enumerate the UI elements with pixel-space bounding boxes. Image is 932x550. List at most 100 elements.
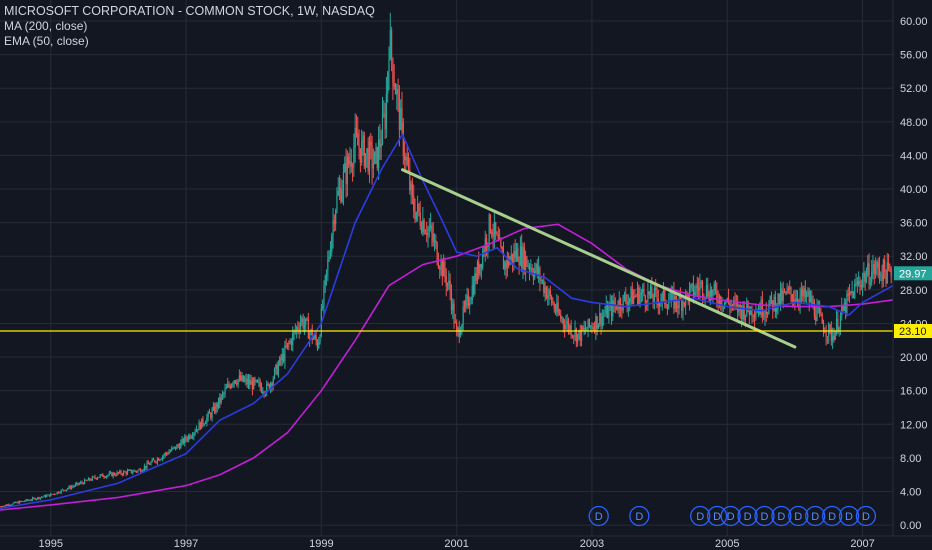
candle-body (420, 225, 423, 233)
symbol-title[interactable]: MICROSOFT CORPORATION - COMMON STOCK, 1W… (4, 4, 375, 18)
candle-body (488, 214, 490, 244)
candle-body (750, 306, 752, 316)
candle-body (55, 493, 57, 495)
candle-body (837, 318, 839, 333)
candle-body (206, 417, 208, 424)
candle-body (720, 296, 722, 306)
candle-body (89, 478, 91, 481)
candle-body (99, 474, 101, 477)
candle-body (355, 127, 358, 134)
candle-body (251, 381, 253, 390)
candle-body (674, 296, 676, 309)
candle-body (18, 501, 21, 504)
candle-body (323, 285, 325, 307)
candle-body (439, 267, 441, 270)
candle-body (38, 497, 40, 499)
candle-body (80, 482, 82, 484)
candle-body (806, 294, 808, 298)
candle-body (324, 275, 326, 286)
candle-body (289, 340, 291, 344)
candle-body (126, 470, 129, 474)
candle-body (169, 450, 172, 452)
candle-body (841, 305, 843, 316)
candle-body (17, 501, 19, 504)
candle-body (371, 145, 373, 169)
candle-body (46, 495, 48, 497)
candle-body (284, 345, 286, 362)
candle-body (234, 380, 237, 383)
candle-body (47, 494, 49, 496)
candle-body (655, 288, 657, 290)
ema-indicator-label[interactable]: EMA (50, close) (4, 34, 89, 48)
candle-body (181, 438, 183, 443)
candle-body (761, 299, 763, 317)
candle-body (81, 482, 83, 484)
candle-body (354, 127, 356, 148)
candle-body (444, 261, 446, 276)
candle-body (367, 148, 369, 172)
candle-body (198, 422, 200, 431)
candle-body (554, 309, 557, 312)
candle-body (301, 318, 303, 323)
candle-body (729, 303, 731, 309)
candle-body (246, 378, 248, 385)
candle-body (873, 264, 875, 274)
candle-body (60, 490, 62, 493)
candle-body (557, 302, 559, 314)
candle-body (9, 505, 12, 506)
candle-body (353, 147, 355, 168)
candle-body (34, 498, 36, 500)
candle-body (485, 238, 488, 248)
candle-body (48, 494, 51, 497)
candle-body (22, 501, 25, 502)
candle-body (716, 290, 718, 301)
candle-body (39, 497, 41, 499)
candle-body (709, 289, 711, 301)
candle-body (592, 327, 594, 329)
candle-body (388, 59, 390, 73)
candle-body (90, 480, 92, 481)
candle-body (20, 501, 22, 502)
candle-body (640, 292, 642, 295)
candle-body (711, 289, 713, 296)
ema-50-line (0, 132, 894, 510)
candle-body (164, 452, 166, 456)
candle-body (28, 500, 30, 501)
candle-body (725, 301, 727, 303)
candle-body (821, 314, 823, 324)
candle-body (249, 379, 251, 385)
ma-indicator-label[interactable]: MA (200, close) (4, 19, 88, 33)
candle-body (233, 380, 235, 384)
candle-body (443, 261, 445, 277)
candle-body (446, 283, 449, 287)
trendline[interactable] (401, 168, 797, 349)
candle-body (718, 296, 721, 306)
candle-body (223, 393, 225, 395)
candle-body (659, 302, 661, 306)
candle-body (270, 383, 272, 390)
x-tick-label: 2003 (580, 538, 604, 550)
candle-body (319, 335, 321, 343)
candle-body (829, 324, 831, 329)
candle-body (573, 335, 575, 337)
candle-body (107, 474, 109, 476)
candle-body (350, 161, 352, 167)
candle-body (134, 470, 136, 472)
candle-body (743, 305, 745, 320)
grid (0, 0, 893, 536)
candle-body (686, 291, 688, 294)
candle-body (113, 473, 116, 476)
candle-body (714, 284, 717, 291)
candle-body (565, 324, 567, 329)
candle-body (713, 284, 715, 291)
candle-body (483, 251, 485, 254)
price-axis[interactable]: 0.004.008.0012.0016.0020.0024.0028.0032.… (900, 16, 928, 532)
candle-body (876, 262, 878, 269)
candle-body (162, 456, 164, 459)
candle-body (531, 267, 533, 274)
candle-body (136, 471, 138, 472)
time-axis[interactable]: 1995 1997 1999 2001 2003 2005 2007 (38, 538, 874, 550)
